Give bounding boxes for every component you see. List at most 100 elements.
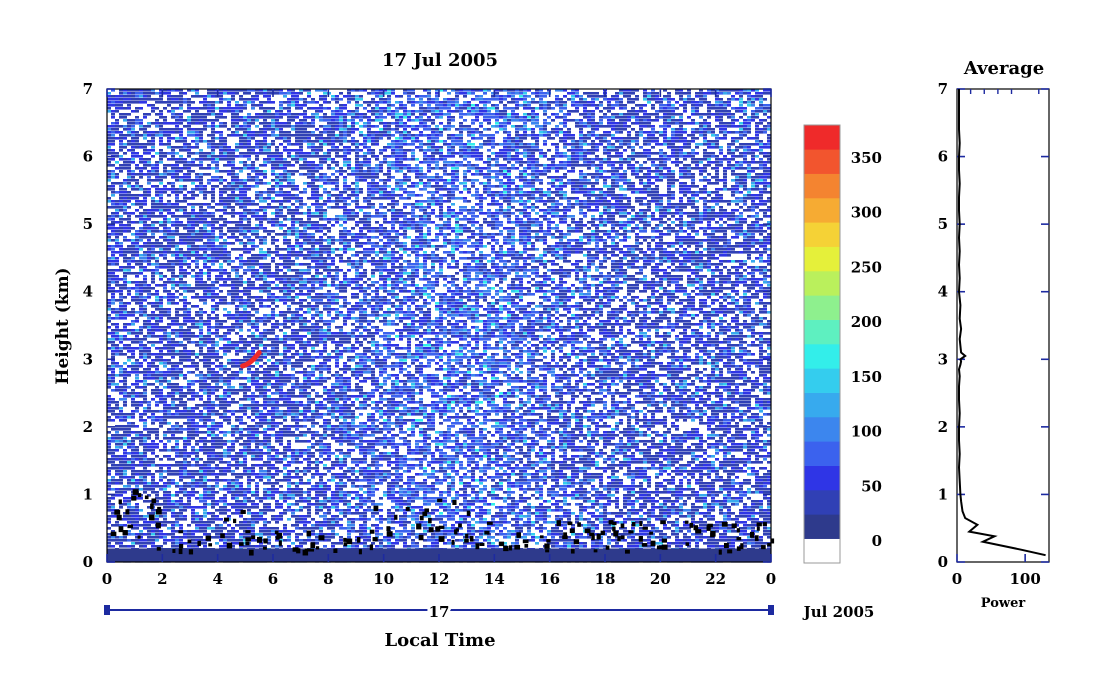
heatmap-cell [131, 128, 135, 131]
heatmap-cell [683, 128, 687, 131]
heatmap-cell [627, 155, 631, 158]
heatmap-cell [427, 179, 431, 182]
heatmap-cell [399, 113, 403, 116]
heatmap-cell [243, 104, 247, 107]
heatmap-cell [291, 164, 295, 167]
heatmap-cell [463, 185, 467, 188]
heatmap-cell [639, 197, 643, 200]
heatmap-cell [723, 209, 727, 212]
heatmap-cell [355, 155, 359, 158]
heatmap-cell [347, 89, 351, 92]
heatmap-cell [127, 164, 131, 167]
heatmap-cell [231, 191, 235, 194]
heatmap-cell [491, 158, 495, 161]
heatmap-cell [355, 110, 359, 113]
heatmap-cell [535, 179, 539, 182]
heatmap-cell [495, 92, 499, 95]
heatmap-cell [659, 155, 663, 158]
heatmap-cell [723, 110, 727, 113]
heatmap-cell [703, 164, 707, 167]
heatmap-cell [303, 131, 307, 134]
heatmap-cell [451, 203, 455, 206]
heatmap-cell [567, 149, 571, 152]
heatmap-cell [475, 107, 479, 110]
heatmap-cell [147, 212, 151, 215]
heatmap-cell [755, 167, 759, 170]
heatmap-cell [251, 107, 255, 110]
heatmap-cell [327, 122, 331, 125]
heatmap-cell [719, 146, 723, 149]
heatmap-cell [651, 158, 655, 161]
heatmap-cell [643, 167, 647, 170]
heatmap-cell [663, 206, 667, 209]
heatmap-cell [143, 215, 147, 218]
heatmap-cell [643, 209, 647, 212]
heatmap-cell [179, 209, 183, 212]
heatmap-cell [335, 116, 339, 119]
heatmap-cell [559, 155, 563, 158]
heatmap-cell [139, 203, 143, 206]
heatmap-cell [555, 185, 559, 188]
heatmap-cell [219, 110, 223, 113]
heatmap-cell [751, 161, 755, 164]
heatmap-cell [447, 137, 451, 140]
heatmap-cell [499, 101, 503, 104]
heatmap-cell [239, 107, 243, 110]
heatmap-cell [739, 182, 743, 185]
heatmap-cell [559, 131, 563, 134]
heatmap-cell [387, 104, 391, 107]
heatmap-cell [479, 110, 483, 113]
heatmap-cell [435, 161, 439, 164]
heatmap-cell [147, 170, 151, 173]
heatmap-cell [187, 128, 191, 131]
heatmap-cell [111, 212, 115, 215]
heatmap-cell [331, 206, 335, 209]
heatmap-cell [119, 185, 123, 188]
heatmap-cell [275, 179, 279, 182]
heatmap-cell [391, 209, 395, 212]
heatmap-cell [371, 179, 375, 182]
heatmap-cell [663, 137, 667, 140]
heatmap-cell [295, 137, 299, 140]
heatmap-cell [503, 167, 507, 170]
heatmap-cell [283, 134, 287, 137]
heatmap-cell [563, 206, 567, 209]
heatmap-cell [355, 101, 359, 104]
heatmap-cell [451, 134, 455, 137]
heatmap-cell [535, 134, 539, 137]
heatmap-cell [219, 125, 223, 128]
heatmap-cell [251, 119, 255, 122]
heatmap-cell [675, 164, 679, 167]
heatmap-cell [511, 137, 515, 140]
heatmap-cell [327, 149, 331, 152]
heatmap-cell [459, 89, 463, 92]
heatmap-cell [447, 215, 451, 218]
heatmap-cell [167, 218, 171, 221]
heatmap-cell [431, 203, 435, 206]
heatmap-cell [127, 212, 131, 215]
heatmap-cell [475, 215, 479, 218]
heatmap-cell [555, 167, 559, 170]
heatmap-cell [211, 215, 215, 218]
heatmap-cell [467, 155, 471, 158]
heatmap-cell [299, 104, 303, 107]
heatmap-cell [763, 107, 767, 110]
heatmap-cell [607, 152, 611, 155]
heatmap-cell [595, 98, 599, 101]
heatmap-cell [139, 92, 143, 95]
heatmap-cell [455, 104, 459, 107]
heatmap-cell [271, 155, 275, 158]
heatmap-cell [371, 92, 375, 95]
heatmap-cell [275, 89, 279, 92]
heatmap-cell [311, 182, 315, 185]
heatmap-cell [591, 143, 595, 146]
heatmap-cell [323, 203, 327, 206]
heatmap-cell [431, 131, 435, 134]
heatmap-cell [463, 119, 467, 122]
heatmap-cell [523, 179, 527, 182]
heatmap-cell [359, 149, 363, 152]
heatmap-cell [627, 101, 631, 104]
heatmap-cell [267, 149, 271, 152]
heatmap-cell [331, 131, 335, 134]
heatmap-cell [463, 197, 467, 200]
